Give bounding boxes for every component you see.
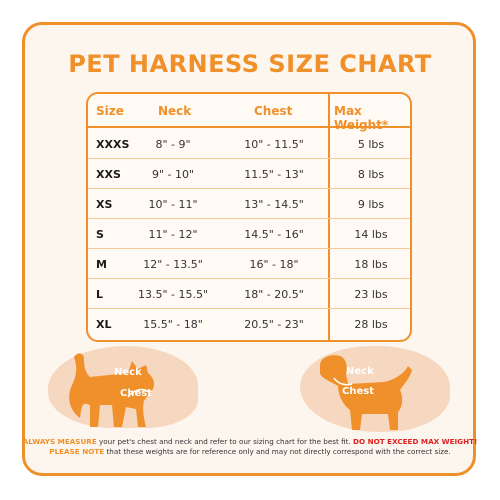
page-title: PET HARNESS SIZE CHART — [68, 50, 432, 78]
row-divider — [88, 308, 410, 309]
max-weight-cell: 8 lbs — [357, 168, 385, 181]
max-weight-cell: 9 lbs — [357, 198, 385, 211]
neck-cell: 15.5" - 18" — [143, 318, 203, 331]
chest-cell: 11.5" - 13" — [244, 168, 304, 181]
cat-icon — [69, 353, 154, 427]
size-cell: XXS — [96, 168, 121, 181]
max-weight-cell: 14 lbs — [354, 228, 388, 241]
footer-line-1: ALWAYS MEASURE your pet's chest and neck… — [0, 437, 500, 447]
max-weight-cell: 5 lbs — [357, 138, 385, 151]
header-size: Size — [96, 104, 124, 118]
neck-cell: 10" - 11" — [148, 198, 198, 211]
size-cell: XL — [96, 318, 112, 331]
neck-cell: 9" - 10" — [151, 168, 195, 181]
row-divider — [88, 218, 410, 219]
dog-neck-label: Neck — [346, 366, 374, 377]
dog-icon — [320, 355, 412, 430]
chest-cell: 16" - 18" — [249, 258, 299, 271]
size-cell: M — [96, 258, 107, 271]
header-max-weight: Max Weight* — [334, 104, 389, 132]
neck-cell: 8" - 9" — [155, 138, 191, 151]
size-table: Size Neck Chest Max Weight* XXXS 8" - 9" 1… — [86, 92, 412, 342]
please-note-label: PLEASE NOTE — [49, 446, 105, 456]
neck-cell: 12" - 13.5" — [143, 258, 203, 271]
row-divider — [88, 278, 410, 279]
chest-cell: 20.5" - 23" — [244, 318, 304, 331]
neck-cell: 11" - 12" — [148, 228, 198, 241]
neck-cell: 13.5" - 15.5" — [137, 288, 209, 301]
max-weight-cell: 23 lbs — [354, 288, 388, 301]
row-divider — [88, 248, 410, 249]
footer-line-2-text: that these weights are for reference onl… — [104, 446, 451, 456]
max-weight-cell: 18 lbs — [354, 258, 388, 271]
size-cell: S — [96, 228, 104, 241]
column-divider — [328, 94, 330, 340]
always-measure-label: ALWAYS MEASURE — [22, 437, 97, 446]
max-weight-cell: 28 lbs — [354, 318, 388, 331]
chest-cell: 14.5" - 16" — [244, 228, 304, 241]
cat-neck-label: Neck — [114, 367, 142, 378]
footer-line-2: PLEASE NOTE that these weights are for r… — [0, 447, 500, 457]
cat-chest-label: Chest — [120, 388, 152, 399]
size-cell: XXXS — [96, 138, 130, 151]
chest-cell: 18" - 20.5" — [244, 288, 304, 301]
header-neck: Neck — [158, 104, 192, 118]
header-divider — [88, 126, 410, 128]
size-cell: XS — [96, 198, 113, 211]
dog-chest-label: Chest — [342, 386, 374, 397]
size-cell: L — [96, 288, 104, 301]
footer-note: ALWAYS MEASURE your pet's chest and neck… — [0, 437, 500, 456]
chest-cell: 10" - 11.5" — [244, 138, 304, 151]
footer-line-1-text: your pet's chest and neck and refer to o… — [96, 437, 354, 446]
row-divider — [88, 188, 410, 189]
chest-cell: 13" - 14.5" — [244, 198, 304, 211]
header-chest: Chest — [254, 104, 293, 118]
row-divider — [88, 158, 410, 159]
max-weight-warning: DO NOT EXCEED MAX WEIGHT! — [353, 437, 478, 446]
